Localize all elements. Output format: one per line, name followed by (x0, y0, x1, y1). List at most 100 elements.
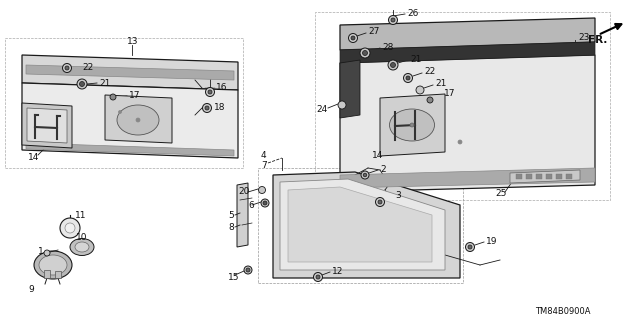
Text: 18: 18 (214, 102, 225, 112)
Circle shape (403, 73, 413, 83)
Circle shape (361, 171, 369, 179)
Polygon shape (288, 187, 432, 262)
Ellipse shape (390, 109, 435, 141)
Circle shape (316, 275, 320, 279)
Circle shape (79, 81, 84, 86)
Text: 3: 3 (395, 191, 401, 201)
Circle shape (465, 242, 474, 251)
Circle shape (362, 50, 367, 56)
Polygon shape (273, 172, 460, 278)
Text: 25: 25 (495, 189, 506, 198)
Circle shape (136, 118, 140, 122)
Text: 6: 6 (248, 201, 253, 210)
Bar (258, 168, 463, 283)
Bar (566, 174, 572, 179)
Bar (55, 271, 61, 278)
Text: 17: 17 (444, 90, 456, 99)
Polygon shape (280, 179, 445, 270)
Circle shape (244, 266, 252, 274)
Ellipse shape (117, 105, 159, 135)
Text: 27: 27 (368, 27, 380, 36)
Circle shape (338, 101, 346, 109)
Ellipse shape (34, 251, 72, 279)
Text: 14: 14 (372, 152, 383, 160)
Text: 12: 12 (332, 266, 344, 276)
Polygon shape (22, 83, 238, 158)
Bar (546, 174, 552, 179)
Polygon shape (510, 170, 580, 183)
Text: 11: 11 (75, 211, 86, 219)
Circle shape (360, 48, 370, 58)
Circle shape (118, 110, 122, 114)
Polygon shape (340, 168, 595, 188)
Circle shape (427, 97, 433, 103)
Bar (536, 174, 542, 179)
Circle shape (44, 250, 50, 256)
Text: 26: 26 (407, 9, 419, 18)
Circle shape (406, 76, 410, 80)
Text: 13: 13 (127, 38, 138, 47)
Bar (5, 38, 243, 168)
Circle shape (391, 18, 395, 22)
Circle shape (65, 66, 69, 70)
Ellipse shape (39, 255, 67, 275)
Text: 21: 21 (435, 79, 446, 88)
Circle shape (246, 268, 250, 272)
Bar (315, 12, 610, 200)
Circle shape (202, 103, 211, 113)
Polygon shape (340, 55, 595, 192)
Text: FR.: FR. (588, 35, 607, 45)
Polygon shape (22, 55, 238, 90)
Circle shape (208, 90, 212, 94)
Circle shape (390, 63, 396, 68)
Polygon shape (380, 94, 445, 156)
Circle shape (77, 79, 87, 89)
Circle shape (314, 272, 323, 281)
Text: 9: 9 (28, 286, 34, 294)
Text: TM84B0900A: TM84B0900A (535, 307, 591, 315)
Circle shape (263, 201, 267, 205)
Text: 5: 5 (228, 211, 234, 219)
Polygon shape (340, 42, 595, 63)
Circle shape (364, 173, 367, 177)
Text: 28: 28 (382, 42, 394, 51)
Text: 8: 8 (228, 224, 234, 233)
Text: 2: 2 (380, 165, 386, 174)
Polygon shape (105, 95, 172, 143)
Polygon shape (237, 183, 248, 247)
Polygon shape (26, 143, 234, 156)
Circle shape (205, 87, 214, 97)
Polygon shape (340, 60, 360, 118)
Text: 15: 15 (228, 272, 239, 281)
Bar (44, 270, 50, 278)
Polygon shape (27, 108, 67, 143)
Ellipse shape (70, 239, 94, 256)
Text: 24: 24 (316, 105, 327, 114)
Text: 20: 20 (238, 187, 250, 196)
Circle shape (416, 86, 424, 94)
Text: 22: 22 (82, 63, 93, 72)
Text: 21: 21 (410, 55, 421, 63)
Text: 19: 19 (486, 236, 497, 246)
Circle shape (205, 106, 209, 110)
Circle shape (261, 199, 269, 207)
Circle shape (65, 223, 75, 233)
Polygon shape (340, 18, 595, 50)
Bar (526, 174, 532, 179)
Text: 1: 1 (38, 248, 44, 256)
Bar (516, 174, 522, 179)
Circle shape (110, 94, 116, 100)
Circle shape (259, 187, 266, 194)
Text: 17: 17 (129, 92, 141, 100)
Ellipse shape (75, 242, 89, 252)
Circle shape (388, 16, 397, 25)
Text: 16: 16 (216, 84, 227, 93)
Text: 14: 14 (28, 152, 40, 161)
Circle shape (468, 245, 472, 249)
Text: 4: 4 (261, 152, 267, 160)
Text: 21: 21 (99, 78, 110, 87)
Circle shape (378, 200, 382, 204)
Text: 7: 7 (261, 160, 267, 169)
Circle shape (458, 140, 462, 144)
Circle shape (351, 36, 355, 40)
